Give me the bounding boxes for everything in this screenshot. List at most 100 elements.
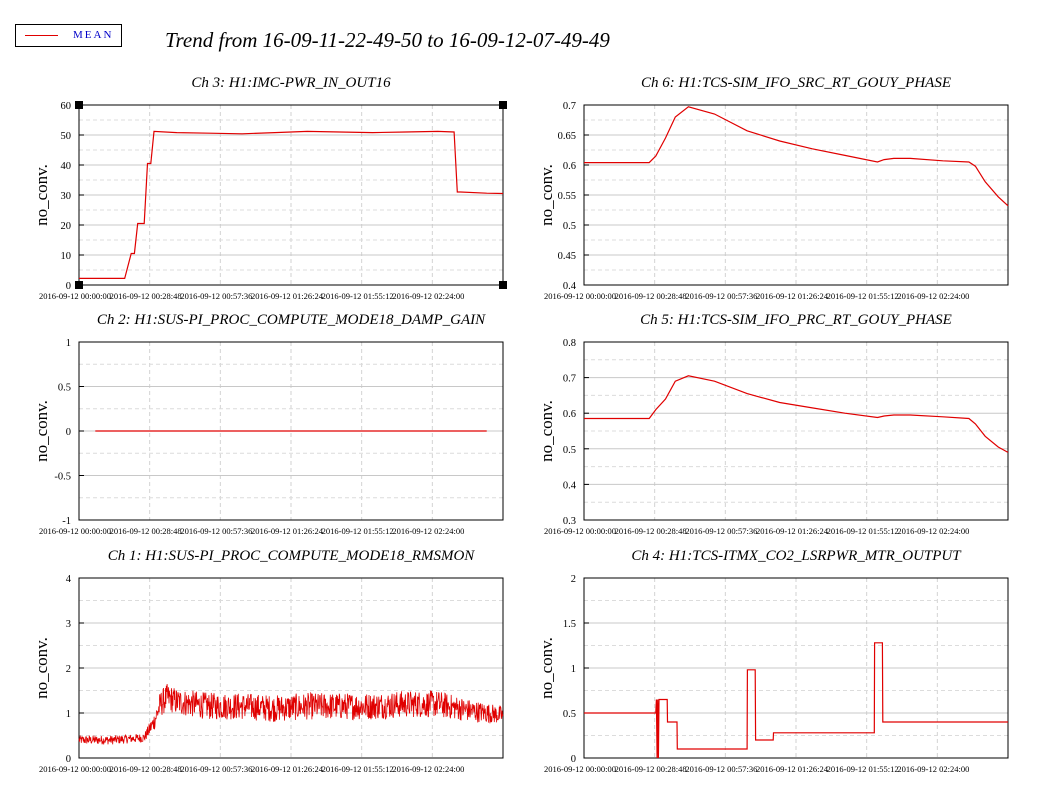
- x-tick-label: 2016-09-12 00:28:48: [615, 764, 687, 774]
- x-tick-label: 2016-09-12 02:24:00: [392, 291, 464, 301]
- x-tick-label: 2016-09-12 00:00:00: [39, 291, 111, 301]
- y-tick-label: 0: [66, 281, 71, 292]
- x-tick-label: 2016-09-12 00:00:00: [544, 526, 616, 536]
- x-tick-label: 2016-09-12 01:26:24: [756, 764, 829, 774]
- y-tick-label: 50: [61, 131, 72, 142]
- x-tick-label: 2016-09-12 01:55:12: [322, 526, 394, 536]
- y-tick-label: -0.5: [54, 472, 71, 483]
- x-tick-label: 2016-09-12 01:55:12: [322, 764, 394, 774]
- x-tick-label: 2016-09-12 01:26:24: [251, 291, 324, 301]
- y-tick-label: 0.4: [563, 480, 577, 491]
- y-tick-label: 0.4: [563, 281, 577, 292]
- y-tick-label: 0: [66, 754, 71, 765]
- series-line-mean: [78, 683, 504, 745]
- x-tick-label: 2016-09-12 02:24:00: [897, 291, 969, 301]
- y-tick-label: 4: [66, 574, 72, 585]
- series-line-mean: [79, 130, 504, 279]
- y-tick-label: 0.65: [558, 131, 576, 142]
- chart-title: Ch 6: H1:TCS-SIM_IFO_SRC_RT_GOUY_PHASE: [641, 75, 951, 91]
- x-tick-label: 2016-09-12 00:57:36: [685, 764, 757, 774]
- page-title: Trend from 16-09-11-22-49-50 to 16-09-12…: [165, 28, 610, 52]
- y-tick-label: 10: [61, 251, 72, 262]
- chart-title: Ch 1: H1:SUS-PI_PROC_COMPUTE_MODE18_RMSM…: [108, 548, 476, 564]
- y-tick-label: 2: [66, 664, 71, 675]
- legend: MEAN: [15, 24, 122, 47]
- x-tick-label: 2016-09-12 00:00:00: [544, 764, 616, 774]
- y-tick-label: 1: [66, 709, 71, 720]
- x-tick-label: 2016-09-12 02:24:00: [392, 764, 464, 774]
- x-tick-label: 2016-09-12 00:00:00: [544, 291, 616, 301]
- resize-handle: [499, 281, 507, 289]
- chart-title: Ch 2: H1:SUS-PI_PROC_COMPUTE_MODE18_DAMP…: [97, 312, 486, 328]
- series-line-mean: [584, 106, 1009, 207]
- x-tick-label: 2016-09-12 02:24:00: [897, 764, 969, 774]
- y-tick-label: 60: [61, 101, 72, 112]
- x-tick-label: 2016-09-12 00:28:48: [615, 526, 687, 536]
- y-axis-label: no_conv.: [537, 637, 556, 699]
- y-tick-label: 2: [571, 574, 576, 585]
- resize-handle: [499, 101, 507, 109]
- y-tick-label: 3: [66, 619, 71, 630]
- x-tick-label: 2016-09-12 01:26:24: [251, 764, 324, 774]
- x-tick-label: 2016-09-12 01:55:12: [827, 526, 899, 536]
- x-tick-label: 2016-09-12 00:57:36: [685, 291, 757, 301]
- x-tick-label: 2016-09-12 01:55:12: [827, 291, 899, 301]
- chart-title: Ch 3: H1:IMC-PWR_IN_OUT16: [191, 75, 391, 91]
- y-axis-label: no_conv.: [32, 400, 51, 462]
- y-tick-label: 0.8: [563, 338, 576, 349]
- x-tick-label: 2016-09-12 00:57:36: [180, 291, 252, 301]
- chart-panel-2: 0.4 0.45 0.5 0.55 0.6 0.65 0.7 2016-09-12 00:00…: [537, 75, 1009, 301]
- chart-title: Ch 4: H1:TCS-ITMX_CO2_LSRPWR_MTR_OUTPUT: [631, 548, 962, 564]
- series-line-mean: [584, 375, 1009, 453]
- y-tick-label: 0.5: [58, 383, 71, 394]
- y-axis-label: no_conv.: [32, 637, 51, 699]
- x-tick-label: 2016-09-12 00:28:48: [110, 291, 182, 301]
- legend-line-mean: [25, 35, 58, 36]
- x-tick-label: 2016-09-12 00:00:00: [39, 526, 111, 536]
- y-tick-label: 20: [61, 221, 72, 232]
- y-tick-label: 30: [61, 191, 72, 202]
- y-axis-label: no_conv.: [32, 164, 51, 226]
- y-tick-label: 1: [571, 664, 576, 675]
- x-tick-label: 2016-09-12 01:26:24: [251, 526, 324, 536]
- y-tick-label: 0.5: [563, 709, 576, 720]
- y-tick-label: 0.6: [563, 161, 576, 172]
- resize-handle: [75, 281, 83, 289]
- x-tick-label: 2016-09-12 02:24:00: [897, 526, 969, 536]
- x-tick-label: 2016-09-12 00:28:48: [615, 291, 687, 301]
- x-tick-label: 2016-09-12 00:57:36: [180, 764, 252, 774]
- y-tick-label: 0.5: [563, 445, 576, 456]
- x-tick-label: 2016-09-12 01:55:12: [322, 291, 394, 301]
- chart-title: Ch 5: H1:TCS-SIM_IFO_PRC_RT_GOUY_PHASE: [640, 312, 952, 328]
- y-tick-label: 0.7: [563, 374, 576, 385]
- x-tick-label: 2016-09-12 01:26:24: [756, 526, 829, 536]
- x-tick-label: 2016-09-12 01:55:12: [827, 764, 899, 774]
- y-axis-label: no_conv.: [537, 164, 556, 226]
- x-tick-label: 2016-09-12 00:00:00: [39, 764, 111, 774]
- y-tick-label: 0.3: [563, 516, 576, 527]
- x-tick-label: 2016-09-12 02:24:00: [392, 526, 464, 536]
- y-tick-label: -1: [62, 516, 71, 527]
- y-tick-label: 0.7: [563, 101, 576, 112]
- series-line-mean: [584, 642, 1008, 759]
- y-tick-label: 0: [66, 427, 71, 438]
- legend-label-mean: MEAN: [73, 29, 114, 41]
- y-tick-label: 0.6: [563, 409, 576, 420]
- y-tick-label: 0.5: [563, 221, 576, 232]
- plot-frame: [583, 341, 1009, 521]
- y-tick-label: 0: [571, 754, 576, 765]
- x-tick-label: 2016-09-12 00:57:36: [180, 526, 252, 536]
- x-tick-label: 2016-09-12 01:26:24: [756, 291, 829, 301]
- x-tick-label: 2016-09-12 00:28:48: [110, 764, 182, 774]
- y-tick-label: 0.45: [558, 251, 576, 262]
- x-tick-label: 2016-09-12 00:28:48: [110, 526, 182, 536]
- resize-handle: [75, 101, 83, 109]
- y-tick-label: 1: [66, 338, 71, 349]
- x-tick-label: 2016-09-12 00:57:36: [685, 526, 757, 536]
